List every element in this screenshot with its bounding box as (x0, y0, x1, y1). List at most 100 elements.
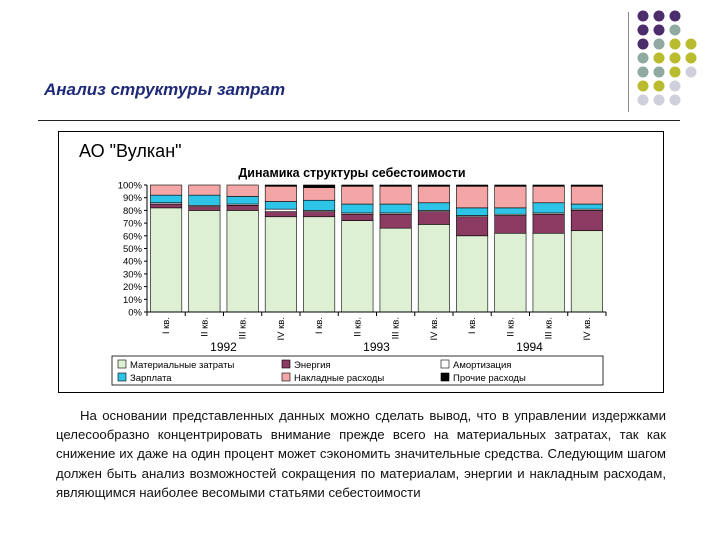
x-tick-label: II кв. (352, 317, 363, 337)
decorative-dot (653, 24, 665, 36)
legend-swatch (440, 359, 450, 369)
bar-segment (379, 227, 412, 313)
decorative-dot (685, 38, 697, 50)
bar-segment (532, 232, 565, 313)
bar-segment (570, 184, 603, 187)
bar-segment (303, 216, 336, 313)
bar-segment (379, 203, 412, 214)
y-tick-label: 10% (123, 295, 143, 306)
bar-segment (303, 187, 336, 201)
x-tick-label: IV кв. (276, 317, 287, 340)
decorative-dot (637, 24, 649, 36)
slide-title: Анализ структуры затрат (44, 80, 286, 99)
bar-segment (570, 230, 603, 313)
legend-swatch (440, 372, 450, 382)
bar-segment (570, 185, 603, 205)
bar-segment (264, 216, 297, 313)
bar-segment (456, 207, 489, 216)
y-tick-label: 100% (118, 181, 143, 192)
bar-segment (264, 211, 297, 218)
x-tick-label: IV кв. (582, 317, 593, 340)
decorative-dot (653, 94, 665, 106)
decorative-dot (653, 80, 665, 92)
x-tick-label: I кв. (161, 317, 172, 334)
decorative-dot-grid (637, 10, 697, 106)
x-tick-label: I кв. (314, 317, 325, 334)
bar-segment (532, 202, 565, 214)
bar-segment (188, 194, 221, 206)
decorative-dot (669, 52, 681, 64)
bar-segment (417, 224, 450, 313)
decorative-dot (637, 66, 649, 78)
bar-segment (532, 213, 565, 234)
bar-segment (264, 201, 297, 210)
x-tick-label: III кв. (544, 317, 555, 339)
bar-segment (341, 203, 374, 214)
decorative-dot (653, 52, 665, 64)
bar-segment (150, 203, 183, 209)
bar-segment (226, 205, 259, 211)
bar-segment (532, 185, 565, 204)
decorative-dot (685, 52, 697, 64)
x-tick-label: IV кв. (429, 317, 440, 340)
x-tick-label: II кв. (199, 317, 210, 337)
bar-segment (417, 185, 450, 204)
bar-segment (417, 211, 450, 225)
decorative-divider (628, 12, 629, 112)
y-tick-label: 90% (123, 193, 143, 204)
legend-swatch (281, 372, 291, 382)
chart-title: Динамика структуры себестоимости (238, 166, 465, 180)
year-group-label: 1993 (363, 340, 390, 354)
year-group-label: 1992 (210, 340, 237, 354)
bar-segment (150, 194, 183, 204)
bar-segment (150, 207, 183, 313)
decorative-dot (685, 66, 697, 78)
bar-segment (494, 215, 527, 234)
decorative-dot (637, 38, 649, 50)
bar-segment (341, 213, 374, 221)
bar-segment (570, 210, 603, 232)
legend-label: Амортизация (453, 360, 511, 371)
bar-segment (494, 184, 527, 187)
x-tick-label: II кв. (505, 317, 516, 337)
year-group-label: 1994 (516, 340, 543, 354)
bar-segment (188, 210, 221, 313)
bar-segment (456, 185, 489, 209)
bar-segment (417, 184, 450, 187)
bar-segment (532, 184, 565, 187)
bar-segment (341, 220, 374, 313)
bar-segment (379, 185, 412, 205)
bar-segment (303, 199, 336, 211)
conclusion-paragraph: На основании представленных данных можно… (56, 408, 666, 500)
x-tick-label: I кв. (467, 317, 478, 334)
bar-segment (264, 184, 297, 187)
stacked-bar-chart: Динамика структуры себестоимости 0% 10% 20… (111, 166, 607, 386)
y-tick-label: 40% (123, 257, 143, 268)
title-underline (38, 120, 680, 121)
bar-segment (303, 184, 336, 188)
decorative-dot (669, 38, 681, 50)
y-tick-label: 70% (123, 219, 143, 230)
y-tick-label: 30% (123, 269, 143, 280)
legend-swatch (281, 359, 291, 369)
y-tick-label: 60% (123, 231, 143, 242)
bar-segment (226, 196, 259, 205)
decorative-dot (653, 38, 665, 50)
bar-segment (264, 208, 297, 212)
bar-segment (456, 216, 489, 237)
y-tick-label: 50% (123, 244, 143, 255)
legend-swatch (117, 359, 127, 369)
bar-segment (456, 235, 489, 313)
legend-label: Энергия (294, 360, 331, 371)
bar-segment (456, 184, 489, 187)
legend-label: Материальные затраты (130, 360, 234, 371)
y-tick-label: 0% (128, 308, 142, 319)
legend-box (111, 355, 604, 386)
legend-label: Прочие расходы (453, 373, 526, 384)
y-tick-label: 80% (123, 206, 143, 217)
bar-segment (417, 202, 450, 211)
decorative-dot (637, 94, 649, 106)
legend-swatch (117, 372, 127, 382)
bar-segment (150, 184, 183, 196)
decorative-dot (653, 10, 665, 22)
